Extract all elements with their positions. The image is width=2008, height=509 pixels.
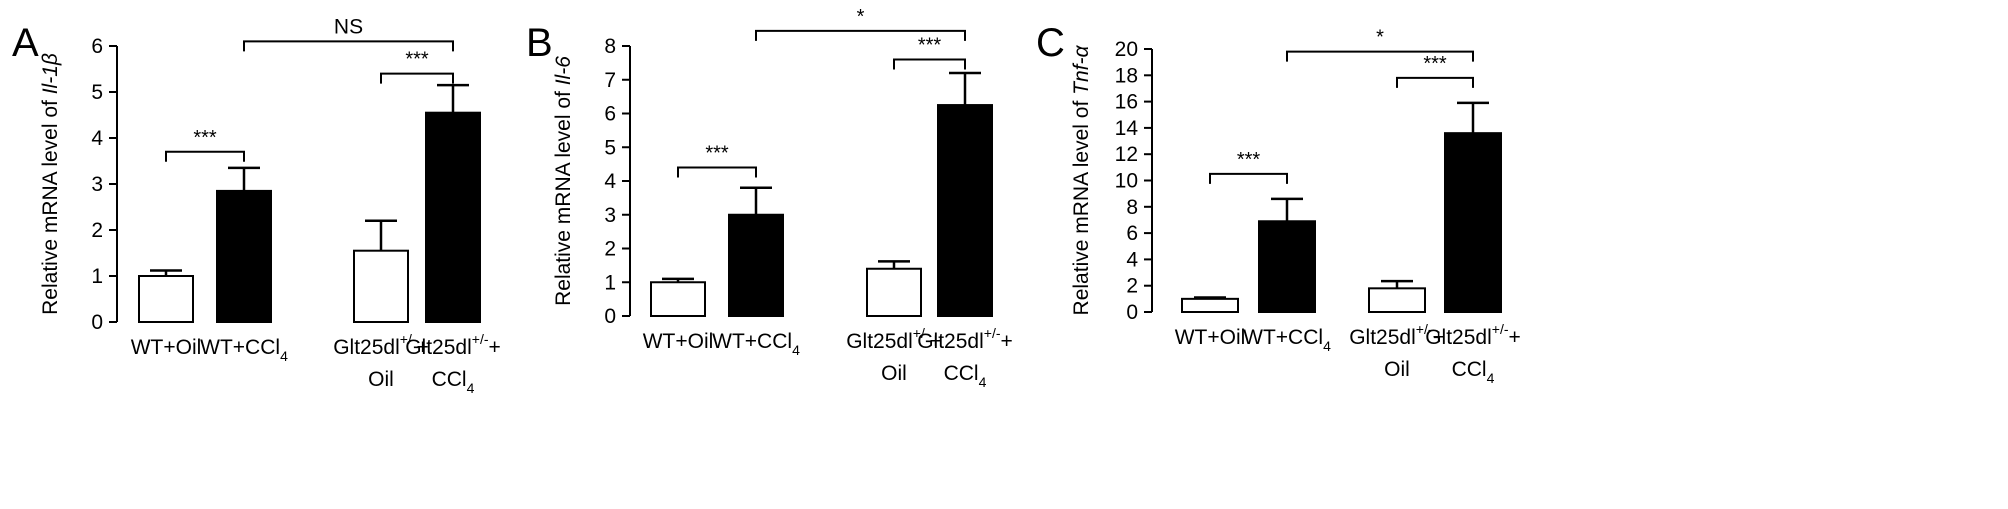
x-tick-label: WT+CCl4: [712, 330, 800, 358]
y-tick-label: 20: [1115, 38, 1138, 61]
bar: [1181, 297, 1239, 314]
y-tick-label: 1: [604, 271, 616, 294]
y-axis-label: Relative mRNA level of Il-1β: [39, 53, 62, 315]
y-tick-label: 4: [91, 127, 103, 150]
x-tick-label: CCl4: [944, 362, 987, 390]
bar: [728, 213, 784, 317]
y-tick-label: 12: [1115, 143, 1138, 166]
x-tick-label: Glt25dl+/-+: [405, 331, 501, 359]
bar: [353, 249, 409, 323]
x-tick-label: Glt25dl+/-+: [917, 325, 1013, 353]
y-tick-label: 18: [1115, 64, 1138, 87]
significance-label: ***: [705, 143, 729, 165]
y-tick-label: 6: [1126, 222, 1138, 245]
y-tick-label: 5: [604, 136, 616, 159]
x-tick-label: WT+Oil: [1175, 326, 1246, 349]
panel-label: A: [12, 21, 39, 65]
significance-bracket: [243, 40, 454, 52]
panel-label: B: [526, 21, 553, 65]
significance-label: ***: [405, 49, 429, 71]
significance-label: *: [857, 6, 865, 28]
y-tick-label: 0: [1126, 301, 1138, 324]
bar: [1368, 287, 1426, 313]
chart-panel-B: B 0 1 2 3 4 5 6 7 8 Relative mRNA level of Il-6 WT+…: [526, 6, 1013, 390]
bar: [937, 104, 993, 317]
x-tick-label: WT+Oil: [131, 336, 202, 359]
significance-label: ***: [1423, 53, 1447, 75]
bar: [216, 189, 272, 323]
y-tick-label: 2: [604, 238, 616, 261]
y-tick-label: 4: [604, 170, 616, 193]
y-tick-label: 4: [1126, 248, 1138, 271]
y-tick-label: 6: [91, 35, 103, 58]
y-tick-label: 3: [91, 173, 103, 196]
y-tick-label: 0: [91, 311, 103, 334]
y-tick-label: 2: [91, 219, 103, 242]
bar: [1258, 220, 1316, 313]
x-tick-label: CCl4: [1452, 358, 1495, 386]
significance-bracket: [380, 72, 454, 84]
y-tick-label: 1: [91, 265, 103, 288]
x-tick-label: Oil: [1384, 358, 1410, 381]
x-tick-label: Glt25dl+/-+: [846, 325, 942, 353]
y-tick-label: 6: [604, 103, 616, 126]
panel-label: C: [1036, 21, 1065, 65]
significance-bracket: [677, 166, 757, 178]
y-tick-label: 3: [604, 204, 616, 227]
bar: [866, 267, 922, 317]
significance-label: ***: [1237, 149, 1261, 171]
significance-label: ***: [918, 35, 942, 57]
y-tick-label: 16: [1115, 91, 1138, 114]
y-axis-label: Relative mRNA level of Tnf-α: [1070, 45, 1093, 316]
significance-bracket: [755, 29, 966, 41]
significance-bracket: [1396, 76, 1474, 88]
y-tick-label: 0: [604, 305, 616, 328]
y-tick-label: 8: [604, 35, 616, 58]
y-axis-label: Relative mRNA level of Il-6: [552, 56, 575, 306]
bar: [425, 111, 481, 323]
chart-panel-A: A 0 1 2 3 4 5 6 Relative mRNA level of Il-1β WT+O…: [12, 15, 501, 396]
significance-bracket: [165, 150, 245, 162]
y-tick-label: 7: [604, 69, 616, 92]
x-tick-label: Oil: [368, 368, 394, 391]
significance-bracket: [893, 58, 966, 70]
bar: [138, 275, 194, 323]
x-tick-label: CCl4: [432, 368, 475, 396]
bar: [650, 281, 706, 317]
chart-panel-C: C 0 2 4 6 8 10 12 14 16 18 20 Relative mRNA level of…: [1036, 21, 1521, 386]
y-tick-label: 5: [91, 81, 103, 104]
x-tick-label: WT+Oil: [643, 330, 714, 353]
y-tick-label: 14: [1115, 117, 1139, 140]
significance-label: NS: [334, 15, 363, 38]
y-tick-label: 2: [1126, 275, 1138, 298]
significance-label: *: [1376, 27, 1384, 49]
x-tick-label: WT+CCl4: [200, 336, 288, 364]
x-tick-label: Glt25dl+/-+: [1425, 321, 1521, 349]
bar: [1444, 132, 1502, 313]
x-tick-label: Oil: [881, 362, 907, 385]
y-tick-label: 10: [1115, 170, 1138, 193]
significance-bracket: [1209, 172, 1288, 184]
significance-bracket: [1286, 50, 1474, 62]
significance-label: ***: [193, 127, 217, 149]
y-tick-label: 8: [1126, 196, 1138, 219]
x-tick-label: WT+CCl4: [1243, 326, 1331, 354]
